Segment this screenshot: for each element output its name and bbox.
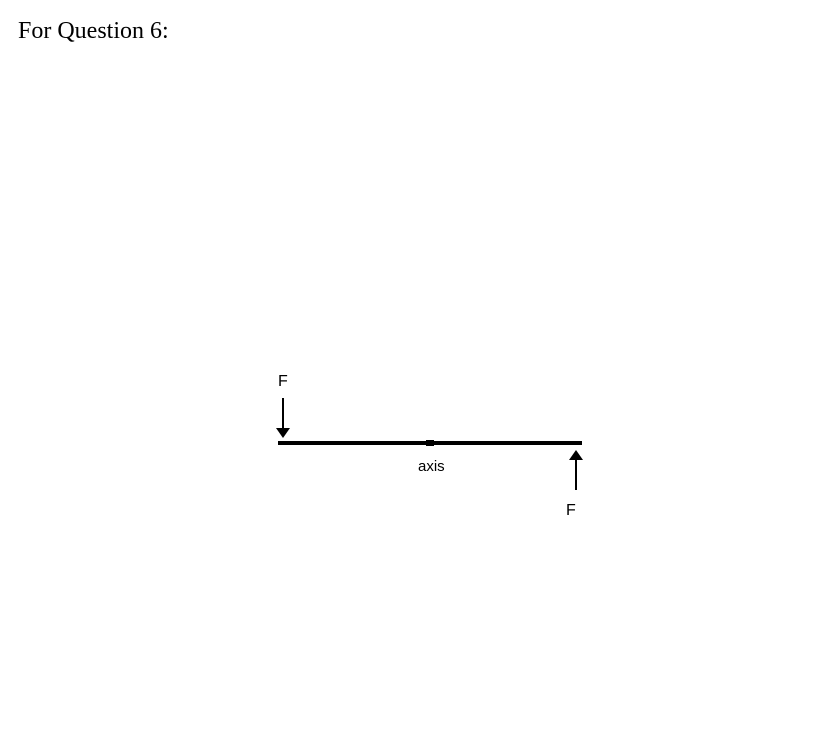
diagram-svg [0,0,828,733]
right-force-label: F [566,502,576,520]
axis-label: axis [418,458,445,475]
left-force-label: F [278,373,288,391]
left-force-arrow-head [276,428,290,438]
right-force-arrow-head [569,450,583,460]
torque-diagram: axis F F [0,0,828,733]
axis-pivot-mark [426,440,434,446]
